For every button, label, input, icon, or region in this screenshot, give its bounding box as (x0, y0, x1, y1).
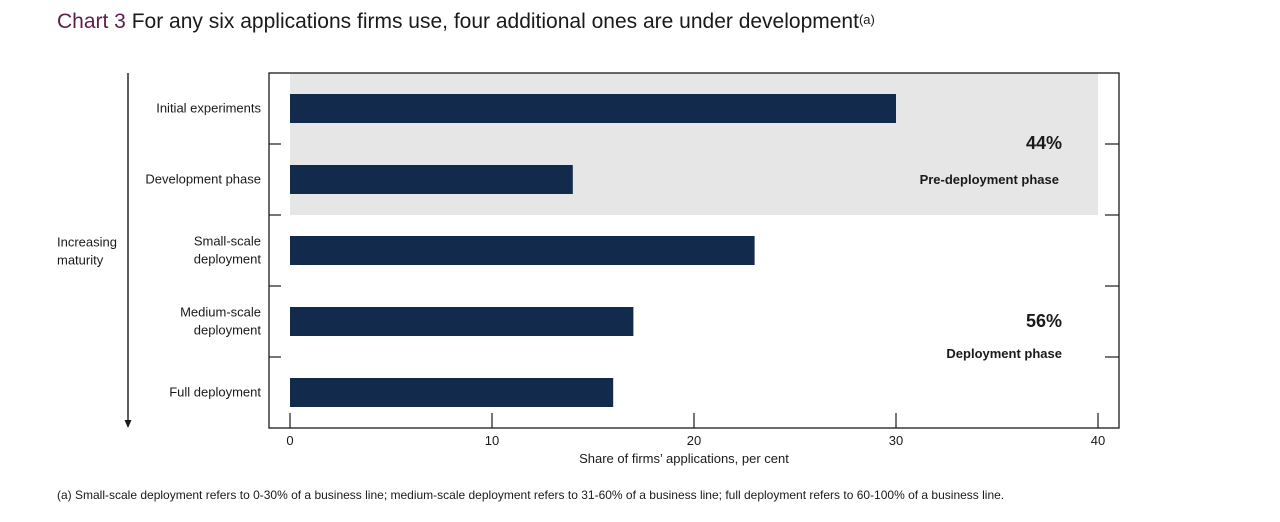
category-label: Development phase (145, 172, 261, 187)
category-label: Full deployment (169, 385, 261, 400)
x-tick-label: 0 (286, 433, 293, 448)
x-tick-label: 20 (687, 433, 701, 448)
category-label: Small-scale (194, 234, 261, 249)
bar (290, 165, 573, 194)
maturity-arrow-head (124, 420, 132, 428)
category-label: deployment (194, 323, 262, 338)
bar (290, 378, 614, 407)
x-tick-label: 40 (1091, 433, 1105, 448)
chart-title-text: For any six applications firms use, four… (131, 10, 859, 33)
x-tick-label: 10 (485, 433, 499, 448)
x-axis-label: Share of firms’ applications, per cent (579, 451, 789, 466)
chart-title: Chart 3 For any six applications firms u… (57, 9, 875, 35)
phase-name-label: Pre-deployment phase (920, 172, 1059, 187)
phase-share-label: 44% (1026, 133, 1062, 153)
category-label: Medium-scale (180, 305, 261, 320)
x-tick-label: 30 (889, 433, 903, 448)
bar (290, 307, 634, 336)
bar (290, 236, 755, 265)
chart-number: Chart 3 (57, 10, 126, 33)
category-label: Initial experiments (156, 101, 261, 116)
footnote: (a) Small-scale deployment refers to 0-3… (57, 488, 1005, 502)
bar (290, 94, 896, 123)
phase-name-label: Deployment phase (946, 346, 1062, 361)
chart-title-footnote-marker: (a) (858, 12, 875, 27)
category-label: deployment (194, 252, 262, 267)
y-axis-label: maturity (57, 253, 104, 268)
phase-share-label: 56% (1026, 311, 1062, 331)
y-axis-label: Increasing (57, 235, 117, 250)
